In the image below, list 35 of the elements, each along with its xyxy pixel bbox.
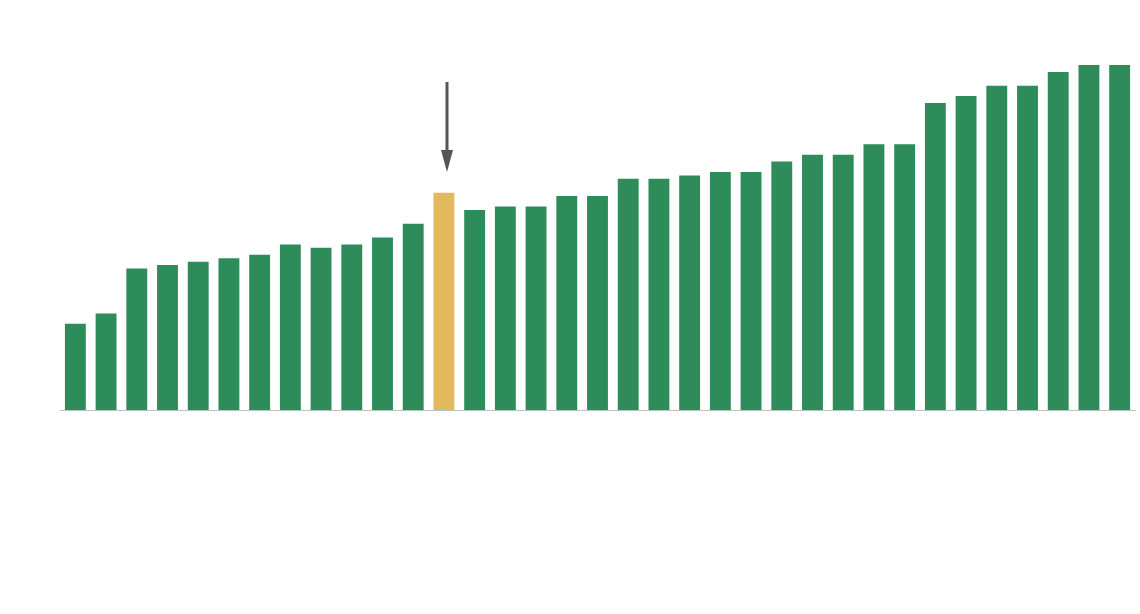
bar [372,237,393,410]
bar [679,175,701,410]
bar [126,268,148,410]
bar [740,171,762,410]
bar [218,258,240,410]
bar [986,85,1008,410]
bar [402,223,424,410]
bar [863,144,885,410]
bar [525,206,547,410]
bar [648,178,670,410]
bar [187,261,209,410]
bar [771,161,793,410]
bar [802,154,823,410]
bar [587,196,608,410]
bar [64,323,86,410]
bar [494,206,516,410]
bar [709,171,731,410]
bar [894,144,916,410]
bar [157,265,178,410]
bar [279,244,301,410]
bar [310,247,332,410]
bar [617,178,639,410]
bar [556,196,578,410]
bar [464,209,486,410]
bar [1017,85,1038,410]
bar [1078,65,1100,410]
bar [95,313,117,410]
bar [924,102,946,410]
bar [955,96,977,410]
bar [832,154,854,410]
bar [1109,65,1131,410]
bar [1047,71,1069,410]
bar [249,254,271,410]
bar [433,192,455,410]
bar [341,244,363,410]
